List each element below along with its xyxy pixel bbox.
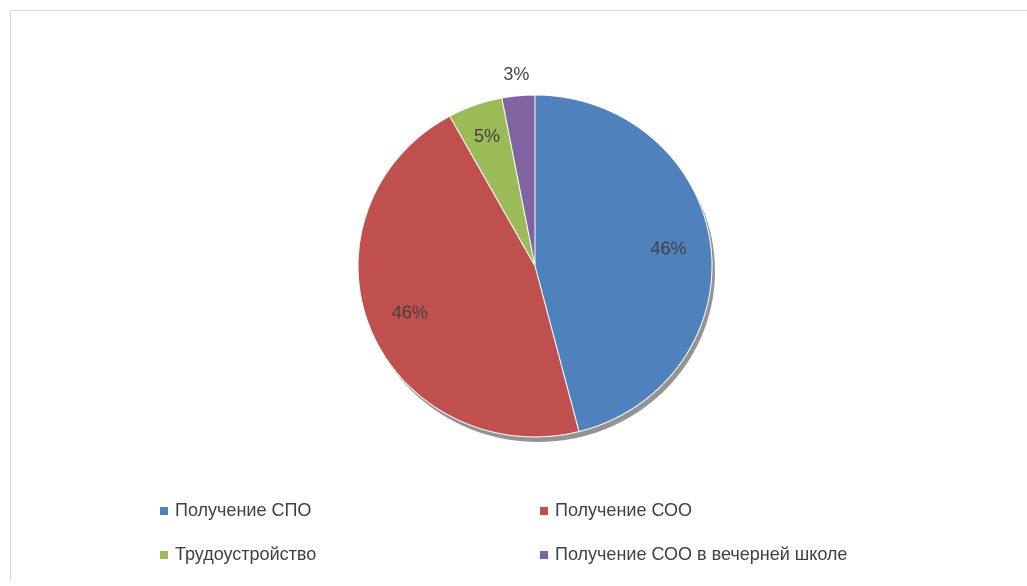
legend-marker	[160, 507, 168, 515]
data-label: 3%	[503, 64, 529, 84]
legend-label: Получение СПО	[175, 500, 311, 520]
legend-marker	[160, 551, 168, 559]
data-label: 46%	[392, 303, 428, 323]
data-label: 5%	[474, 126, 500, 146]
legend-label: Получение СОО в вечерней школе	[555, 544, 847, 564]
data-label: 46%	[650, 238, 686, 258]
legend-label: Трудоустройство	[175, 544, 316, 564]
legend-marker	[540, 551, 548, 559]
legend-marker	[540, 507, 548, 515]
legend-label: Получение СОО	[555, 500, 692, 520]
